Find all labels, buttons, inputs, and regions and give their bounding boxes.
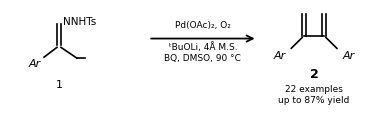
Text: Ar: Ar (29, 59, 41, 69)
Text: Pd(OAc)₂, O₂: Pd(OAc)₂, O₂ (175, 21, 231, 30)
Text: ᵗBuOLi, 4Å M.S.: ᵗBuOLi, 4Å M.S. (169, 42, 237, 52)
Text: 22 examples: 22 examples (285, 85, 343, 94)
Text: 1: 1 (56, 80, 62, 89)
Text: 2: 2 (310, 68, 318, 81)
Text: Ar: Ar (273, 51, 285, 61)
Text: BQ, DMSO, 90 °C: BQ, DMSO, 90 °C (164, 54, 241, 63)
Text: Ar: Ar (343, 51, 355, 61)
Text: NNHTs: NNHTs (63, 17, 96, 27)
Text: up to 87% yield: up to 87% yield (278, 96, 350, 105)
